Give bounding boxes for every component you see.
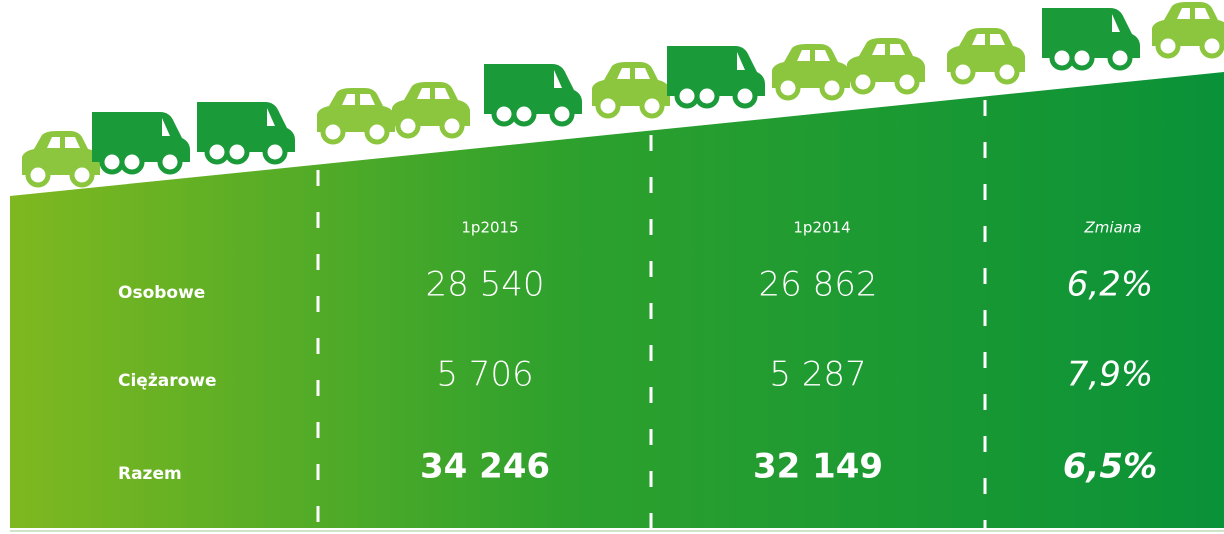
cell: 7,9% [1067,355,1153,395]
row-label: Osobowe [118,283,205,303]
row-label: Ciężarowe [118,371,217,391]
column-header: Zmiana [1084,219,1142,237]
column-header: 1p2015 [461,219,518,237]
cell: 34 246 [420,447,550,487]
cell: 5 287 [769,355,866,395]
cell: 6,5% [1063,447,1157,487]
row-label: Razem [118,464,182,484]
background [10,72,1224,528]
cell: 28 540 [426,265,545,305]
cell: 32 149 [753,447,883,487]
column-header: 1p2014 [793,219,850,237]
cell: 6,2% [1067,265,1153,305]
cell: 26 862 [759,265,878,305]
dividers [316,100,987,528]
cell: 5 706 [436,355,533,395]
